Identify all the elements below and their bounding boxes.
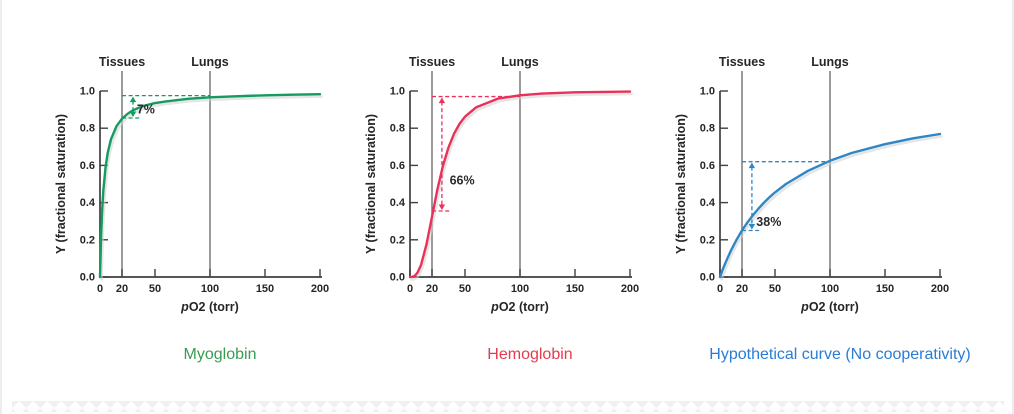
x-tick-label: 200 [931,283,949,295]
torn-edge-decoration [12,401,1004,412]
delta-percent-label: 66% [450,173,475,187]
region-label-lungs: Lungs [191,55,229,69]
chart-hemoglobin: Tissues Lungs 0.0 0.2 0.4 0.6 0.8 1.0 0 20 50 100 15… [364,55,639,314]
chart-block-hypothetical: Tissues Lungs 0.0 0.2 0.4 0.6 0.8 1.0 0 20 50 100 15… [672,50,982,322]
y-tick-label: 0.0 [390,272,405,284]
axes [99,91,322,278]
x-tick-label: 150 [256,283,274,295]
x-tick-label: 0 [407,283,413,295]
x-tick-label: 50 [149,283,161,295]
region-label-tissues: Tissues [409,55,455,69]
chart-hypothetical: Tissues Lungs 0.0 0.2 0.4 0.6 0.8 1.0 0 20 50 100 15… [674,55,949,314]
y-tick-label: 0.0 [80,272,95,284]
region-label-tissues: Tissues [719,55,765,69]
y-tick-label: 0.6 [390,160,405,172]
x-tick-label: 150 [876,283,894,295]
curve-shadow [100,95,323,281]
x-tick-label: 150 [566,283,584,295]
y-tick-label: 0.4 [80,197,96,209]
x-tick-label: 20 [736,283,748,295]
y-tick-label: 0.8 [80,123,95,135]
y-tick-label: 0.2 [80,234,95,246]
x-tick-label: 0 [97,283,103,295]
curve-myoglobin [98,93,322,279]
chart-block-hemoglobin: Tissues Lungs 0.0 0.2 0.4 0.6 0.8 1.0 0 20 50 100 15… [362,50,672,322]
delta-percent-label: 38% [756,215,781,229]
caption-hemoglobin: Hemoglobin [487,346,573,363]
region-label-tissues: Tissues [99,55,145,69]
y-tick-label: 0.4 [390,197,406,209]
x-tick-label: 20 [426,283,438,295]
axes [409,91,632,278]
arrowhead-up-icon [748,162,756,169]
x-axis-title: pO2 (torr) [800,300,859,314]
y-tick-label: 0.8 [700,123,715,135]
x-tick-label: 20 [116,283,128,295]
y-tick-label: 0.6 [700,160,715,172]
y-tick-label: 1.0 [700,86,715,98]
y-tick-label: 0.6 [80,160,95,172]
y-tick-label: 1.0 [390,86,405,98]
arrowhead-down-icon [748,224,756,230]
y-axis-title: Y (fractional saturation) [364,114,378,254]
charts-row: Tissues Lungs 0.0 0.2 0.4 0.6 0.8 1.0 0 20 50 100 15… [52,50,982,322]
x-tick-label: 0 [717,283,723,295]
y-tick-label: 0.0 [700,272,715,284]
arrowhead-down-icon [438,204,446,210]
x-tick-label: 50 [459,283,471,295]
chart-block-myoglobin: Tissues Lungs 0.0 0.2 0.4 0.6 0.8 1.0 0 20 50 100 15… [52,50,362,322]
x-tick-label: 100 [201,283,219,295]
y-axis-title: Y (fractional saturation) [674,114,688,254]
curve-hypothetical [718,132,942,279]
y-tick-label: 0.2 [390,234,405,246]
region-label-lungs: Lungs [811,55,849,69]
axes [719,91,942,278]
x-tick-label: 100 [511,283,529,295]
delta-percent-label: 7% [137,103,155,117]
chart-myoglobin: Tissues Lungs 0.0 0.2 0.4 0.6 0.8 1.0 0 20 50 100 15… [54,55,329,314]
y-tick-label: 0.8 [390,123,405,135]
x-tick-label: 50 [769,283,781,295]
arrowhead-up-icon [129,96,137,103]
y-tick-label: 1.0 [80,86,95,98]
caption-myoglobin: Myoglobin [183,346,257,363]
curve-shadow [720,135,943,281]
y-axis-title: Y (fractional saturation) [54,114,68,254]
arrowhead-up-icon [438,97,446,104]
y-tick-label: 0.4 [700,197,716,209]
caption-hypothetical: Hypothetical curve (No cooperativity) [709,346,971,363]
x-tick-label: 100 [821,283,839,295]
x-axis-title: pO2 (torr) [490,300,549,314]
x-tick-label: 200 [621,283,639,295]
y-tick-label: 0.2 [700,234,715,246]
captions-row: Myoglobin Hemoglobin Hypothetical curve … [52,346,982,364]
region-label-lungs: Lungs [501,55,539,69]
curve-shadow [410,92,633,281]
x-axis-title: pO2 (torr) [180,300,239,314]
curve-hemoglobin [408,90,632,279]
arrowhead-down-icon [129,111,137,117]
x-tick-label: 200 [311,283,329,295]
